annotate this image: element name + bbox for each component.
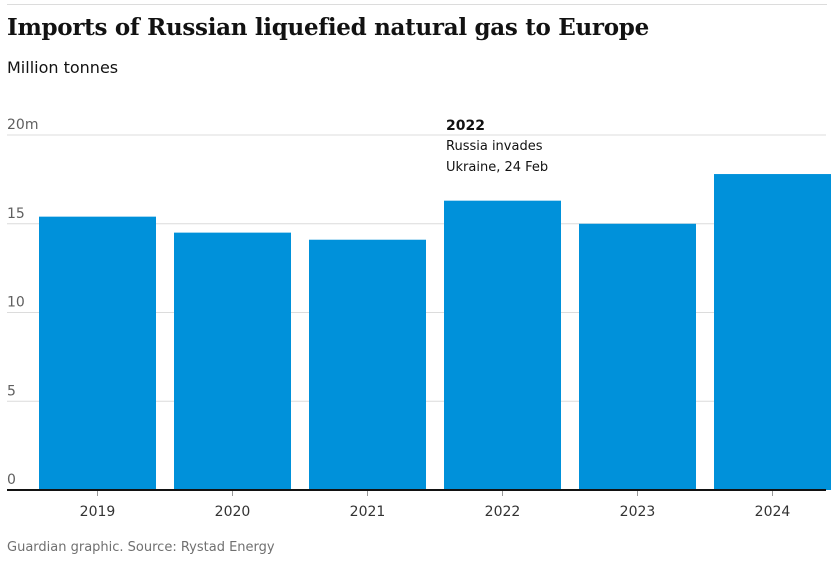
y-tick-label: 20m — [7, 117, 38, 133]
bar-2020 — [174, 232, 291, 490]
bar-2022 — [444, 200, 561, 491]
bar-2023 — [579, 223, 696, 490]
y-tick-label: 0 — [7, 472, 16, 488]
top-rule — [7, 4, 827, 5]
x-tick-label: 2020 — [215, 504, 251, 520]
bar-2019 — [39, 216, 156, 490]
chart-subtitle: Million tonnes — [7, 58, 119, 77]
y-tick-label: 10 — [7, 295, 25, 311]
x-tick-label: 2022 — [485, 504, 521, 520]
x-tick-label: 2023 — [620, 504, 656, 520]
annotation-text: Russia invades — [446, 139, 543, 154]
x-tick-label: 2021 — [350, 504, 386, 520]
x-tick-label: 2019 — [80, 504, 116, 520]
annotation-heading: 2022 — [446, 118, 485, 134]
y-tick-label: 15 — [7, 206, 25, 222]
bar-2021 — [309, 239, 426, 490]
annotation-text: Ukraine, 24 Feb — [446, 160, 548, 175]
x-tick-label: 2024 — [755, 504, 791, 520]
bar-2024 — [714, 174, 831, 491]
source-note: Guardian graphic. Source: Rystad Energy — [7, 540, 275, 555]
y-tick-label: 5 — [7, 383, 16, 399]
chart-title: Imports of Russian liquefied natural gas… — [7, 14, 649, 41]
